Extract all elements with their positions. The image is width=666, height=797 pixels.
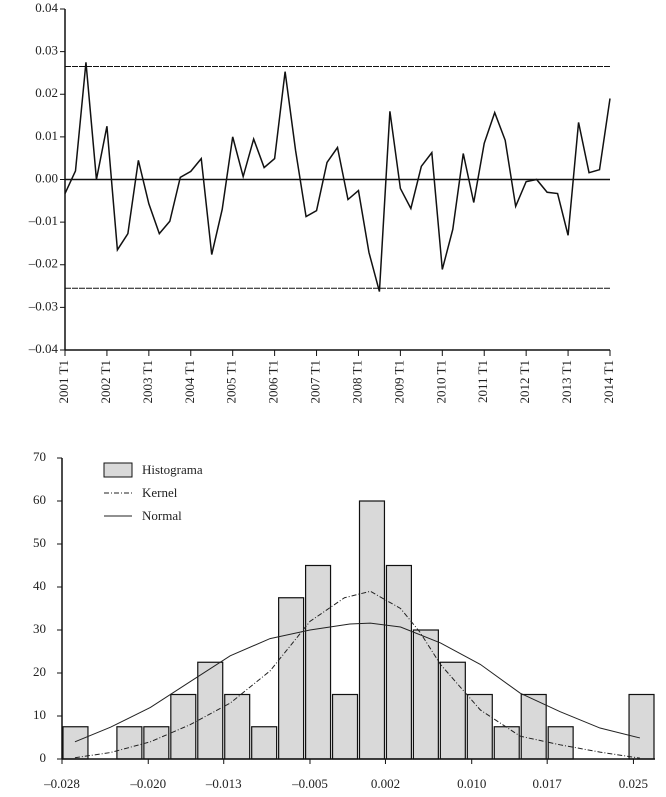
x-tick-label: 2006 T1 <box>266 360 281 403</box>
histogram-bar <box>116 726 143 760</box>
x-tick-label: 2003 T1 <box>140 360 155 403</box>
y-tick-label: 10 <box>33 707 46 722</box>
y-tick-label: 0.00 <box>35 170 58 185</box>
histogram-bar <box>251 726 278 760</box>
y-tick-label: 20 <box>33 664 46 679</box>
y-tick-label: 0.04 <box>35 0 58 15</box>
x-tick-label: 2008 T1 <box>349 360 364 403</box>
histogram-bar <box>358 500 386 760</box>
legend-label: Normal <box>142 508 182 523</box>
histogram-bar <box>628 693 655 760</box>
data-line <box>64 62 611 292</box>
x-tick-label: 0.002 <box>371 776 400 791</box>
x-tick-label: 0.010 <box>457 776 486 791</box>
histogram-bar <box>439 661 466 760</box>
y-tick-label: 40 <box>33 578 46 593</box>
x-tick-label: –0.005 <box>291 776 328 791</box>
y-tick-label: –0.02 <box>28 256 58 271</box>
x-tick-label: 2005 T1 <box>224 360 239 403</box>
x-tick-label: 2001 T1 <box>56 360 71 403</box>
density-line <box>74 590 640 759</box>
legend-label: Kernel <box>142 485 178 500</box>
y-tick-label: 0 <box>40 750 47 765</box>
x-tick-label: 2004 T1 <box>182 360 197 403</box>
y-tick-label: 0.02 <box>35 85 58 100</box>
y-tick-label: 50 <box>33 535 46 550</box>
x-tick-label: 2011 T1 <box>475 360 490 403</box>
x-tick-label: 0.025 <box>619 776 648 791</box>
legend-label: Histograma <box>142 462 203 477</box>
x-tick-label: 2010 T1 <box>433 360 448 403</box>
histogram-bar <box>466 693 493 760</box>
legend-swatch <box>103 462 133 478</box>
histogram-bar <box>304 564 332 760</box>
y-tick-label: –0.04 <box>28 341 59 356</box>
density-line <box>74 622 641 743</box>
histogram-bar <box>224 693 251 760</box>
histogram-bar <box>520 693 547 760</box>
x-tick-label: 2007 T1 <box>308 360 323 403</box>
y-tick-label: 30 <box>33 621 46 636</box>
y-tick-label: –0.01 <box>28 213 58 228</box>
x-tick-label: –0.020 <box>129 776 166 791</box>
x-tick-label: –0.013 <box>205 776 242 791</box>
histogram-bar <box>331 693 359 760</box>
y-tick-label: 70 <box>33 449 46 464</box>
histogram-bar <box>62 726 89 760</box>
x-tick-label: –0.028 <box>43 776 80 791</box>
y-tick-label: 0.03 <box>35 43 58 58</box>
x-tick-label: 0.017 <box>533 776 563 791</box>
x-tick-label: 2014 T1 <box>601 360 616 403</box>
y-tick-label: 60 <box>33 492 46 507</box>
x-tick-label: 2009 T1 <box>391 360 406 403</box>
y-tick-label: 0.01 <box>35 128 58 143</box>
histogram-bar <box>170 693 197 760</box>
y-tick-label: –0.03 <box>28 298 58 313</box>
histogram-bar <box>493 726 520 760</box>
histogram-bar <box>412 629 439 760</box>
x-tick-label: 2012 T1 <box>517 360 532 403</box>
histogram-bar <box>385 564 413 760</box>
histogram-bar <box>278 597 305 760</box>
x-tick-label: 2013 T1 <box>559 360 574 403</box>
histogram-bar <box>197 661 224 760</box>
x-tick-label: 2002 T1 <box>98 360 113 403</box>
